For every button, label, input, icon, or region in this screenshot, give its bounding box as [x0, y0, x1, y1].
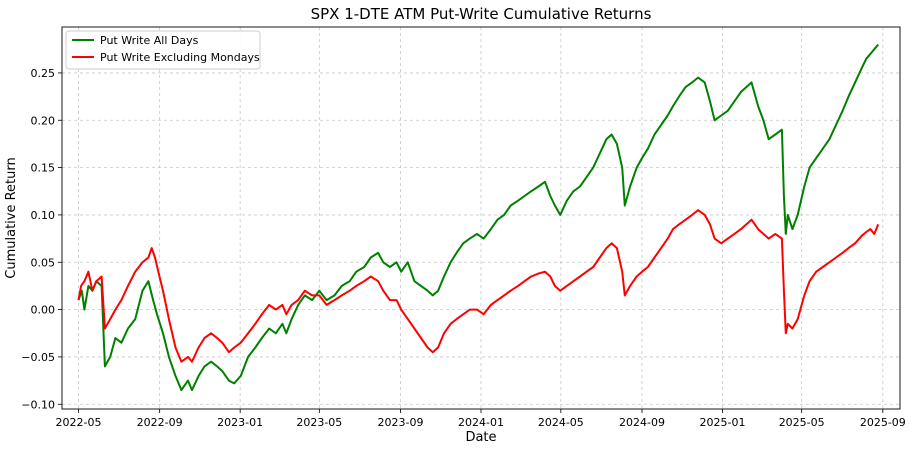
- y-tick-label: 0.25: [31, 67, 56, 80]
- series-line-put-write-excluding-mondays: [77, 209, 880, 363]
- x-tick-label: 2024-01: [458, 416, 504, 429]
- grid: [62, 27, 900, 409]
- x-tick-label: 2022-05: [56, 416, 102, 429]
- series-lines: [77, 43, 880, 392]
- x-tick-label: 2024-05: [538, 416, 584, 429]
- x-axis-ticks: 2022-05 2022-09 2023-01 2023-05 2023-09 2024-…: [56, 409, 906, 429]
- y-tick-label: 0.00: [31, 304, 56, 317]
- legend-label-put-write-all-days: Put Write All Days: [100, 34, 199, 47]
- legend-box: [65, 30, 261, 70]
- x-tick-label: 2025-01: [700, 416, 746, 429]
- x-tick-label: 2023-01: [217, 416, 263, 429]
- y-axis-label: Cumulative Return: [4, 157, 19, 278]
- x-tick-label: 2023-09: [378, 416, 424, 429]
- legend-label-put-write-excluding-mondays: Put Write Excluding Mondays: [100, 51, 260, 64]
- x-tick-label: 2025-09: [860, 416, 906, 429]
- y-tick-label: −0.05: [21, 351, 55, 364]
- x-axis-label: Date: [465, 430, 496, 445]
- y-tick-label: 0.20: [31, 114, 56, 127]
- y-axis-ticks: −0.10 −0.05 0.00 0.05 0.10 0.15 0.20 0.25: [21, 67, 62, 411]
- x-tick-label: 2022-09: [137, 416, 183, 429]
- series-line-put-write-all-days: [77, 43, 879, 392]
- x-tick-label: 2023-05: [296, 416, 342, 429]
- legend: Put Write All Days Put Write Excluding M…: [65, 30, 261, 70]
- x-tick-label: 2024-09: [619, 416, 665, 429]
- y-tick-label: 0.15: [31, 162, 56, 175]
- y-tick-label: −0.10: [21, 398, 55, 411]
- y-tick-label: 0.10: [31, 209, 56, 222]
- y-tick-label: 0.05: [31, 256, 56, 269]
- x-tick-label: 2025-05: [779, 416, 825, 429]
- chart-title: SPX 1-DTE ATM Put-Write Cumulative Retur…: [311, 5, 652, 23]
